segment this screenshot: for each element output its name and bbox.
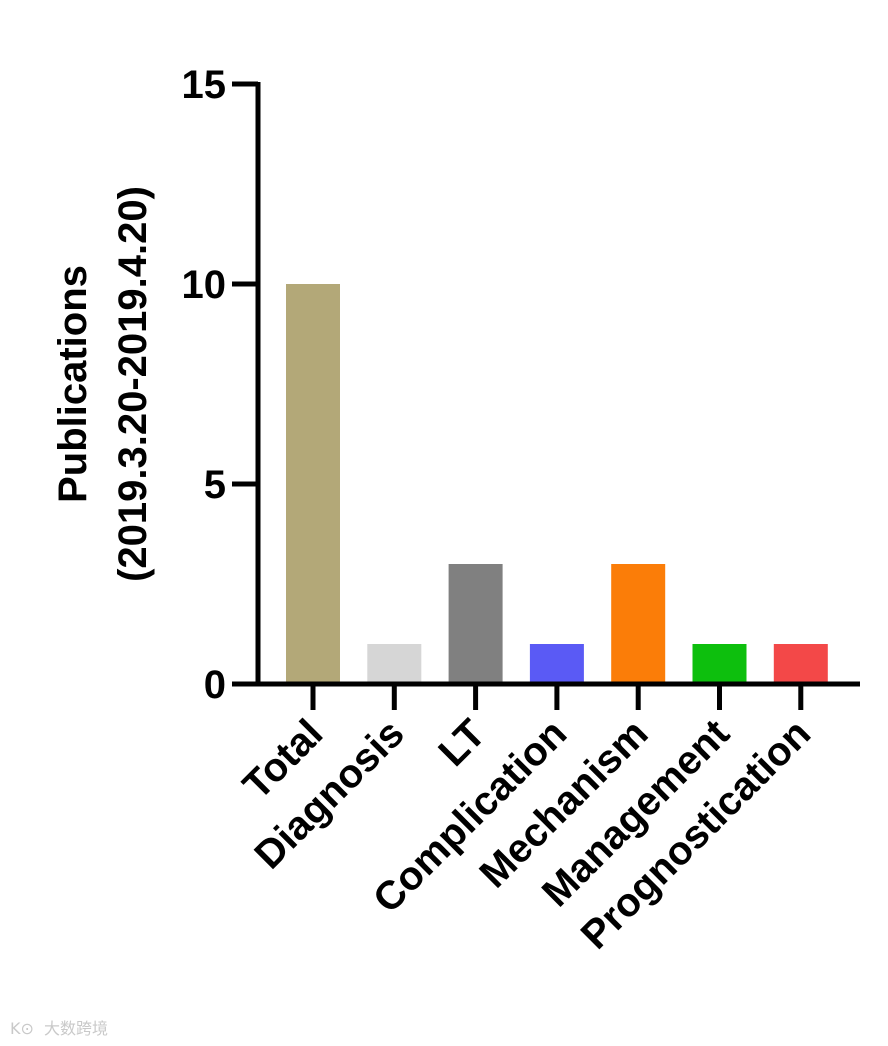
watermark-text: 大数跨境: [44, 1019, 108, 1038]
bar-management: [692, 644, 747, 684]
y-tick-label: 5: [204, 463, 226, 507]
bar-prognostication: [773, 644, 828, 684]
bar-lt: [448, 564, 503, 684]
bars: [286, 284, 828, 684]
watermark-logo-icon: K⊙: [10, 1019, 34, 1038]
y-axis: 0 5 10 15: [182, 63, 261, 707]
x-tick-label-lt: LT: [430, 711, 494, 775]
y-tick-label: 0: [204, 663, 226, 707]
y-tick-label: 10: [182, 263, 227, 307]
y-tick-label: 15: [182, 63, 227, 107]
y-axis-label: Publications (2019.3.20-2019.4.20): [51, 186, 155, 582]
bar-mechanism: [611, 564, 666, 684]
bar-complication: [529, 644, 584, 684]
bar-total: [286, 284, 340, 684]
x-axis: [256, 681, 860, 710]
y-axis-label-line: (2019.3.20-2019.4.20): [111, 186, 155, 582]
watermark: K⊙ 大数跨境: [10, 1019, 108, 1038]
bar-diagnosis: [367, 644, 422, 684]
y-axis-label-line: Publications: [51, 265, 95, 503]
